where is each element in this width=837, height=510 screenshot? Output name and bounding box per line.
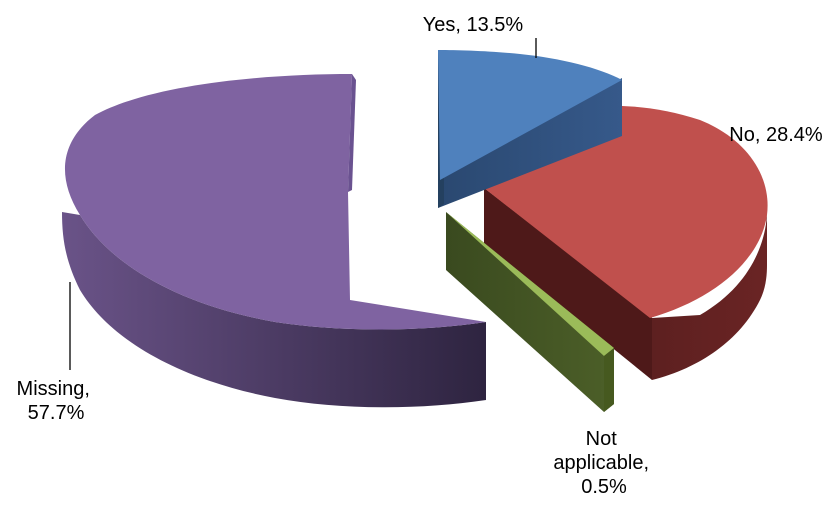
- slice-not-applicable-top: [446, 212, 614, 356]
- slice-yes: [438, 50, 622, 208]
- slice-not-applicable-side: [446, 212, 614, 412]
- slice-yes-top: [438, 50, 622, 180]
- label-yes-line-1: Yes, 13.5%: [423, 14, 524, 36]
- label-not-applicable: Not applicable, 0.5%: [553, 428, 654, 498]
- label-yes: Yes, 13.5%: [423, 14, 524, 36]
- slice-no-side: [484, 188, 767, 380]
- label-missing: Missing, 57.7%: [17, 378, 96, 424]
- slice-missing-top: [64, 74, 486, 330]
- label-missing-line-1: Missing,: [17, 378, 90, 400]
- slice-yes-side: [438, 78, 622, 208]
- slice-missing-side: [62, 212, 486, 408]
- label-no: No, 28.4%: [729, 124, 823, 146]
- slice-not-applicable-front: [604, 348, 614, 412]
- label-not-applicable-line-3: 0.5%: [581, 476, 627, 498]
- label-missing-line-2: 57.7%: [28, 402, 85, 424]
- slice-not-applicable: [446, 212, 614, 412]
- label-not-applicable-line-1: Not: [586, 428, 618, 450]
- slice-missing-inner-side: [348, 74, 356, 192]
- label-not-applicable-line-2: applicable,: [553, 452, 649, 474]
- slice-no-left-side: [484, 188, 652, 380]
- slice-missing: [62, 74, 486, 408]
- label-no-line-1: No, 28.4%: [729, 124, 823, 146]
